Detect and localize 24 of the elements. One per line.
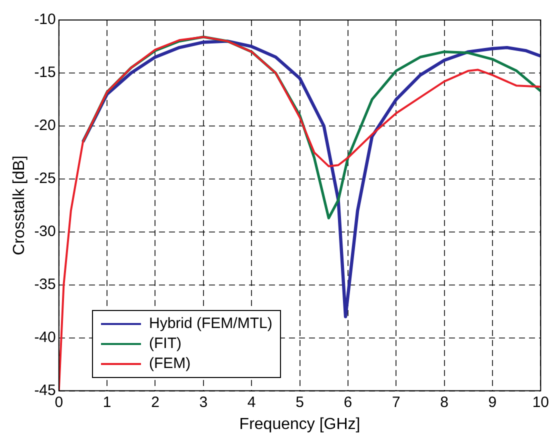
x-axis-title: Frequency [GHz] <box>239 416 360 433</box>
y-tick-label: -15 <box>34 64 56 82</box>
x-tick-label: 8 <box>440 394 448 411</box>
legend-label: (FIT) <box>149 334 182 354</box>
x-tick-label: 3 <box>199 394 208 411</box>
x-tick-label: 2 <box>151 394 160 411</box>
y-tick-label: -10 <box>34 11 56 28</box>
x-tick-label: 10 <box>532 394 549 411</box>
x-tick-label: 1 <box>102 394 112 411</box>
x-tick-label: 4 <box>247 394 256 411</box>
legend-label: Hybrid (FEM/MTL) <box>149 314 272 334</box>
y-axis-title: Crosstalk [dB] <box>11 156 28 256</box>
y-tick-label: -20 <box>34 117 56 134</box>
y-tick-label: -40 <box>34 328 56 346</box>
x-tick-label: 9 <box>488 394 497 411</box>
x-tick-label: 7 <box>392 394 400 411</box>
x-tick-label: 6 <box>344 394 352 411</box>
y-tick-label: -35 <box>34 276 56 293</box>
x-tick-label: 0 <box>54 394 64 411</box>
y-tick-label: -30 <box>34 223 56 240</box>
y-tick-label: -45 <box>34 382 56 399</box>
legend-label: (FEM) <box>149 354 191 374</box>
y-tick-label: -25 <box>34 170 56 188</box>
x-tick-label: 5 <box>296 394 304 411</box>
